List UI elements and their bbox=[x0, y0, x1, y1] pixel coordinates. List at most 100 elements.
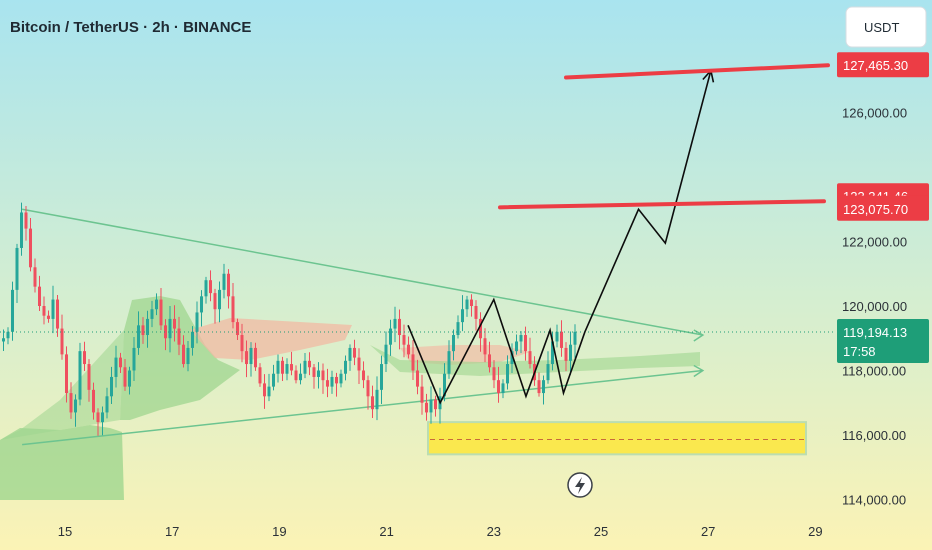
candle-body bbox=[11, 289, 14, 332]
candle-body bbox=[348, 347, 352, 361]
target-line-upper bbox=[564, 63, 830, 80]
cloud-green-upper bbox=[120, 296, 240, 420]
candle-body bbox=[375, 389, 379, 410]
candle-body bbox=[344, 360, 347, 374]
candle-body bbox=[488, 354, 491, 368]
candle-body bbox=[569, 344, 572, 361]
candle-body bbox=[434, 399, 437, 410]
candles bbox=[2, 202, 577, 436]
countdown-label: 17:58 bbox=[843, 344, 876, 359]
candle-body bbox=[564, 347, 568, 361]
candle-body bbox=[69, 393, 73, 413]
candle-body bbox=[74, 399, 77, 413]
candle-body bbox=[213, 293, 217, 310]
candle-body bbox=[56, 299, 59, 329]
candle-body bbox=[249, 347, 253, 365]
candle-body bbox=[506, 364, 509, 384]
candle-body bbox=[501, 383, 505, 394]
candle-body bbox=[195, 312, 199, 332]
y-tick-label: 120,000.00 bbox=[842, 299, 907, 314]
candle-body bbox=[42, 306, 46, 316]
w-pattern-line bbox=[407, 297, 586, 405]
candle-body bbox=[308, 360, 311, 368]
candle-body bbox=[159, 299, 163, 326]
candle-body bbox=[92, 389, 95, 413]
candle-body bbox=[366, 380, 370, 397]
candle-body bbox=[555, 331, 559, 342]
currency-button[interactable]: USDT bbox=[845, 6, 927, 48]
candle-body bbox=[24, 212, 28, 229]
triangle-upper-line bbox=[21, 208, 703, 336]
candle-body bbox=[263, 383, 266, 397]
candle-body bbox=[380, 364, 383, 390]
candle-body bbox=[137, 325, 140, 348]
projected-path bbox=[584, 70, 712, 333]
y-tick-label: 126,000.00 bbox=[842, 106, 907, 121]
candle-body bbox=[254, 347, 257, 368]
candle-body bbox=[6, 331, 10, 339]
cloud-red-left bbox=[190, 318, 352, 360]
x-tick-label: 27 bbox=[701, 524, 715, 539]
candle-body bbox=[452, 335, 455, 352]
candle-body bbox=[128, 370, 131, 387]
candle-body bbox=[528, 351, 532, 365]
candle-body bbox=[60, 328, 64, 355]
candle-body bbox=[524, 335, 527, 352]
candle-body bbox=[168, 318, 172, 339]
candle-body bbox=[339, 373, 343, 384]
replay-button[interactable] bbox=[567, 472, 593, 498]
time-axis: 15 17 19 21 23 25 27 29 bbox=[58, 524, 823, 539]
x-tick-label: 19 bbox=[272, 524, 286, 539]
candle-body bbox=[335, 376, 338, 384]
candle-body bbox=[357, 357, 361, 371]
candle-body bbox=[218, 289, 221, 310]
price-axis: 114,000.00 116,000.00 118,000.00 120,000.00… bbox=[837, 52, 929, 508]
candle-body bbox=[312, 367, 316, 377]
candle-body bbox=[119, 357, 122, 368]
y-tick-label: 118,000.00 bbox=[842, 364, 906, 379]
candle-body bbox=[110, 376, 113, 397]
candle-body bbox=[362, 370, 365, 381]
candle-body bbox=[209, 280, 212, 294]
candle-body bbox=[299, 373, 302, 381]
candle-body bbox=[456, 322, 460, 336]
candle-body bbox=[240, 335, 244, 352]
candle-body bbox=[150, 309, 154, 319]
candle-body bbox=[78, 351, 82, 400]
candle-body bbox=[83, 351, 86, 365]
x-tick-label: 17 bbox=[165, 524, 179, 539]
current-price-label: 119,194.13 bbox=[843, 325, 907, 340]
candle-body bbox=[353, 347, 356, 358]
candle-body bbox=[47, 315, 50, 319]
candle-body bbox=[515, 341, 518, 352]
candle-body bbox=[519, 335, 523, 342]
candle-body bbox=[15, 247, 19, 290]
candle-body bbox=[429, 399, 433, 413]
candle-body bbox=[101, 412, 104, 423]
candle-body bbox=[317, 370, 320, 377]
candle-body bbox=[222, 273, 226, 290]
candle-body bbox=[191, 331, 194, 348]
candle-body bbox=[38, 286, 41, 306]
triangle-lower-line-arrow bbox=[693, 364, 705, 378]
candle-body bbox=[483, 338, 487, 355]
candle-body bbox=[114, 357, 118, 377]
chart-title: Bitcoin / TetherUS · 2h · BINANCE bbox=[10, 19, 251, 36]
support-zone-layer bbox=[427, 421, 807, 456]
candle-body bbox=[51, 299, 55, 319]
candle-body bbox=[155, 299, 158, 310]
candle-body bbox=[465, 299, 469, 310]
candle-body bbox=[123, 367, 127, 387]
candle-body bbox=[272, 373, 275, 387]
candle-body bbox=[290, 364, 293, 371]
candle-body bbox=[551, 341, 554, 365]
candle-body bbox=[560, 331, 563, 348]
candle-body bbox=[177, 328, 181, 345]
candle-body bbox=[384, 344, 388, 365]
candle-body bbox=[96, 412, 100, 423]
cloud-green-right bbox=[370, 345, 700, 376]
candle-body bbox=[537, 380, 541, 394]
